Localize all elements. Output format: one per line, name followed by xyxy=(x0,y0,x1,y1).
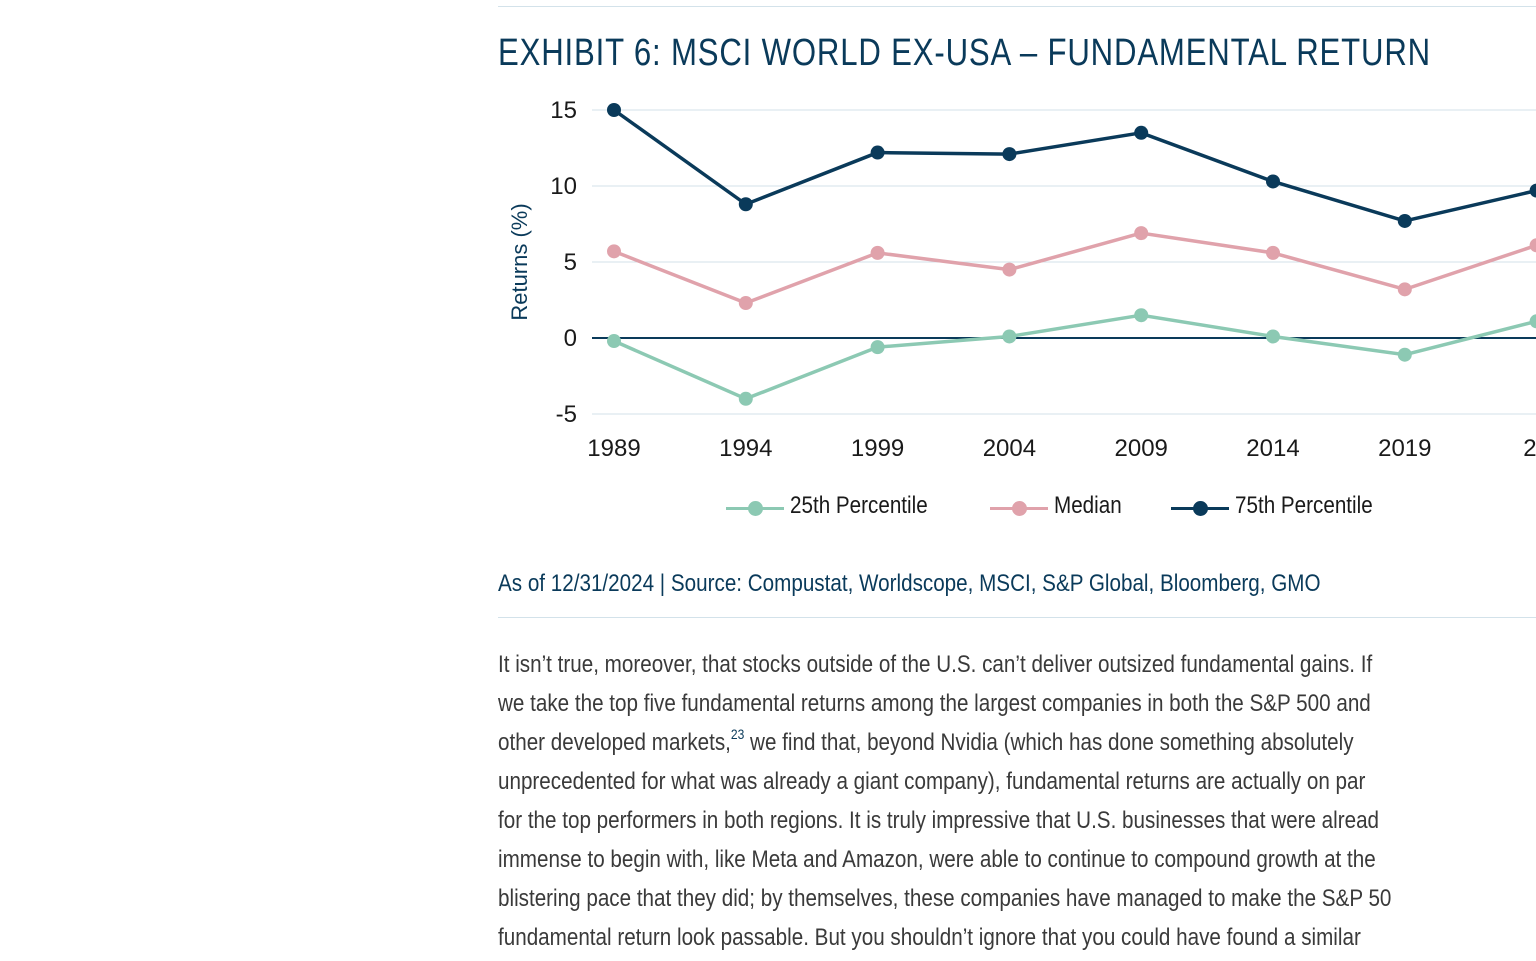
x-tick-label: 1989 xyxy=(587,435,640,462)
data-point-25th-percentile xyxy=(1002,329,1017,344)
exhibit-title: EXHIBIT 6: MSCI WORLD EX-USA – FUNDAMENT… xyxy=(498,32,1431,74)
body-line: unprecedented for what was already a gia… xyxy=(498,768,1366,795)
y-tick-label: 0 xyxy=(564,325,577,352)
body-text-segment: we find that, beyond Nvidia (which has d… xyxy=(744,729,1354,756)
body-line: we take the top five fundamental returns… xyxy=(498,690,1371,717)
legend-label: 25th Percentile xyxy=(790,492,928,519)
source-note: As of 12/31/2024 | Source: Compustat, Wo… xyxy=(498,570,1321,597)
body-text-segment: other developed markets, xyxy=(498,729,731,756)
body-line: immense to begin with, like Meta and Ama… xyxy=(498,846,1376,873)
data-point-25th-percentile xyxy=(1397,347,1412,362)
data-point-median xyxy=(1134,226,1149,241)
x-tick-label: 2009 xyxy=(1115,435,1168,462)
y-tick-label: 5 xyxy=(564,249,577,276)
series-line-median xyxy=(613,231,1536,305)
data-point-median xyxy=(738,296,753,311)
data-point-25th-percentile xyxy=(1134,308,1149,323)
body-paragraph: It isn’t true, moreover, that stocks out… xyxy=(498,645,1536,957)
legend-label: Median xyxy=(1054,492,1122,519)
legend-marker xyxy=(1193,501,1208,516)
data-point-75th-percentile xyxy=(1002,147,1017,162)
data-point-25th-percentile xyxy=(738,391,753,406)
section-divider xyxy=(498,617,1536,618)
body-line: for the top performers in both regions. … xyxy=(498,807,1380,834)
x-tick-label: 1994 xyxy=(719,435,772,462)
data-point-75th-percentile xyxy=(1529,183,1536,198)
body-line: fundamental return look passable. But yo… xyxy=(498,924,1361,951)
y-axis-label: Returns (%) xyxy=(507,203,532,320)
y-tick-label: 15 xyxy=(550,97,577,124)
body-line: other developed markets,23 we find that,… xyxy=(498,723,1536,762)
data-point-75th-percentile xyxy=(1134,125,1149,140)
x-tick-label: 1999 xyxy=(851,435,904,462)
data-point-25th-percentile xyxy=(607,334,621,349)
line-chart: 15 10 5 0 -5 1989 1994 1999 2004 2009 2014 2019 20 Re… xyxy=(507,97,1536,462)
data-point-median xyxy=(1002,262,1017,277)
body-line: It isn’t true, moreover, that stocks out… xyxy=(498,651,1373,678)
body-line: blistering pace that they did; by themse… xyxy=(498,885,1392,912)
series-line-25th-percentile xyxy=(613,313,1536,401)
y-tick-label: 10 xyxy=(550,173,577,200)
legend-swatch xyxy=(990,501,1048,516)
data-point-median xyxy=(1529,238,1536,253)
x-tick-label: 2014 xyxy=(1246,435,1299,462)
data-point-25th-percentile xyxy=(1266,329,1280,344)
legend-marker xyxy=(748,501,763,516)
footnote-ref[interactable]: 23 xyxy=(730,726,745,742)
series-line-75th-percentile xyxy=(612,108,1536,223)
data-point-median xyxy=(870,245,885,260)
x-tick-label: 20 xyxy=(1523,435,1536,462)
legend-label: 75th Percentile xyxy=(1235,492,1373,519)
y-tick-label: -5 xyxy=(556,401,577,428)
legend-swatch xyxy=(726,501,784,516)
data-point-75th-percentile xyxy=(607,103,621,117)
data-point-25th-percentile xyxy=(1529,314,1536,329)
data-point-25th-percentile xyxy=(870,340,885,355)
data-point-75th-percentile xyxy=(1266,174,1280,189)
data-point-75th-percentile xyxy=(738,197,753,212)
x-tick-label: 2004 xyxy=(983,435,1036,462)
top-divider xyxy=(498,6,1536,7)
data-point-median xyxy=(607,244,621,259)
data-point-75th-percentile xyxy=(1397,213,1412,228)
data-point-75th-percentile xyxy=(870,145,885,160)
data-point-median xyxy=(1397,282,1412,297)
x-tick-label: 2019 xyxy=(1378,435,1431,462)
legend-marker xyxy=(1012,501,1027,516)
legend-swatch xyxy=(1171,501,1229,516)
data-point-median xyxy=(1266,245,1280,260)
